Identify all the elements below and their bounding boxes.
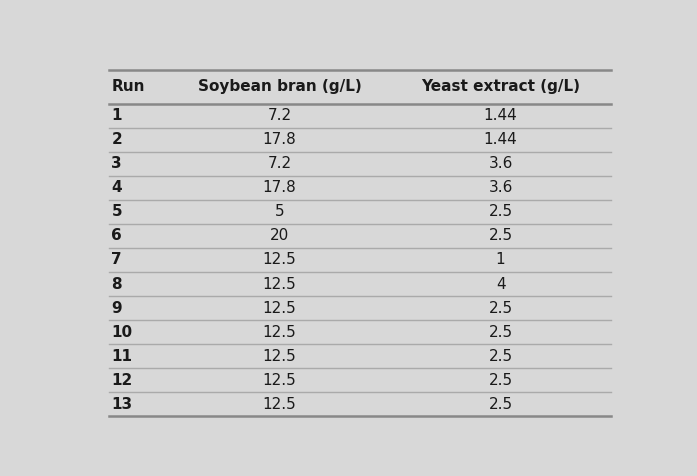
Text: 20: 20 xyxy=(270,228,289,243)
Text: 1: 1 xyxy=(112,108,122,123)
Text: Yeast extract (g/L): Yeast extract (g/L) xyxy=(421,79,580,94)
Text: 3.6: 3.6 xyxy=(489,180,513,195)
Text: 17.8: 17.8 xyxy=(263,132,296,147)
Text: 2.5: 2.5 xyxy=(489,325,512,339)
Text: 12.5: 12.5 xyxy=(263,325,296,339)
Text: 3: 3 xyxy=(112,156,122,171)
Text: 2.5: 2.5 xyxy=(489,228,512,243)
Text: 12.5: 12.5 xyxy=(263,349,296,364)
Text: 9: 9 xyxy=(112,300,122,316)
Text: 7.2: 7.2 xyxy=(268,156,291,171)
Text: 2.5: 2.5 xyxy=(489,397,512,412)
Text: 12.5: 12.5 xyxy=(263,277,296,291)
Text: 10: 10 xyxy=(112,325,132,339)
Text: 6: 6 xyxy=(112,228,122,243)
Text: 2.5: 2.5 xyxy=(489,349,512,364)
Text: 12.5: 12.5 xyxy=(263,397,296,412)
Text: 12: 12 xyxy=(112,373,132,388)
Text: 1.44: 1.44 xyxy=(484,108,517,123)
Text: 5: 5 xyxy=(112,204,122,219)
Text: 7: 7 xyxy=(112,252,122,268)
Text: 4: 4 xyxy=(496,277,505,291)
Text: 3.6: 3.6 xyxy=(489,156,513,171)
Text: Run: Run xyxy=(112,79,145,94)
Text: 5: 5 xyxy=(275,204,284,219)
Text: 13: 13 xyxy=(112,397,132,412)
Text: Soybean bran (g/L): Soybean bran (g/L) xyxy=(198,79,362,94)
Text: 4: 4 xyxy=(112,180,122,195)
Text: 1: 1 xyxy=(496,252,505,268)
Text: 2.5: 2.5 xyxy=(489,300,512,316)
Text: 12.5: 12.5 xyxy=(263,300,296,316)
Text: 1.44: 1.44 xyxy=(484,132,517,147)
Text: 2: 2 xyxy=(112,132,122,147)
Text: 17.8: 17.8 xyxy=(263,180,296,195)
Text: 7.2: 7.2 xyxy=(268,108,291,123)
Text: 11: 11 xyxy=(112,349,132,364)
Text: 8: 8 xyxy=(112,277,122,291)
Text: 12.5: 12.5 xyxy=(263,373,296,388)
Text: 2.5: 2.5 xyxy=(489,373,512,388)
Text: 12.5: 12.5 xyxy=(263,252,296,268)
Text: 2.5: 2.5 xyxy=(489,204,512,219)
